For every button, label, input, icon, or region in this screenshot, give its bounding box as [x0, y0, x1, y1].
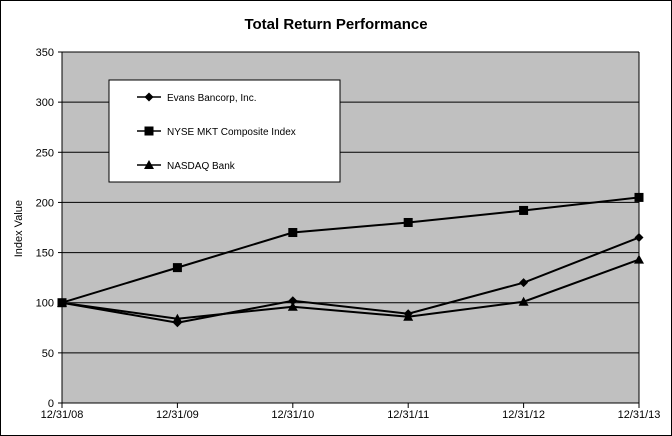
x-tick-label: 12/31/12	[502, 409, 545, 421]
series-nasdaq-bank	[57, 254, 644, 323]
data-point-triangle	[634, 254, 644, 264]
y-tick-label: 50	[42, 348, 54, 360]
data-point-diamond	[519, 278, 529, 288]
x-axis-ticks: 12/31/08 12/31/09 12/31/10 12/31/11 12/31/12…	[41, 403, 661, 421]
series-line	[61, 196, 640, 304]
data-point-square	[403, 217, 413, 227]
grid-lines	[61, 51, 640, 404]
data-point-diamond	[634, 233, 644, 243]
y-tick-label: 350	[36, 47, 54, 59]
data-point-diamond	[288, 296, 298, 306]
data-point-square	[634, 192, 644, 202]
data-point-diamond	[144, 92, 154, 102]
legend-label: NYSE MKT Composite Index	[167, 127, 296, 138]
chart-title: Total Return Performance	[244, 16, 428, 33]
data-point-triangle	[57, 297, 67, 307]
data-point-triangle	[403, 311, 414, 321]
data-point-square	[519, 205, 529, 215]
data-point-triangle	[144, 160, 154, 169]
y-tick-label: 0	[48, 398, 54, 410]
series-line	[61, 236, 640, 324]
y-tick-label: 200	[36, 197, 54, 209]
x-tick-label: 12/31/09	[156, 409, 199, 421]
legend-label: NASDAQ Bank	[167, 161, 236, 172]
data-point-square	[172, 263, 182, 273]
legend: Evans Bancorp, Inc. NYSE MKT Composite In…	[108, 79, 341, 183]
data-point-triangle	[518, 296, 529, 306]
data-point-triangle	[287, 301, 298, 311]
data-point-triangle	[172, 313, 183, 323]
y-tick-label: 300	[36, 97, 54, 109]
y-tick-label: 100	[36, 298, 54, 310]
x-tick-label: 12/31/08	[41, 409, 84, 421]
x-tick-label: 12/31/11	[387, 409, 429, 421]
y-axis-ticks: 0 50 100 150 200 250 300 350	[36, 47, 62, 410]
series-group	[57, 192, 644, 328]
legend-label: Evans Bancorp, Inc.	[167, 93, 257, 104]
x-tick-label: 12/31/10	[271, 409, 314, 421]
series-line	[61, 258, 640, 320]
y-tick-label: 250	[36, 147, 54, 159]
y-tick-label: 150	[36, 248, 54, 260]
data-point-square	[288, 228, 298, 238]
data-point-square	[144, 126, 154, 136]
x-tick-label: 12/31/13	[618, 409, 661, 421]
